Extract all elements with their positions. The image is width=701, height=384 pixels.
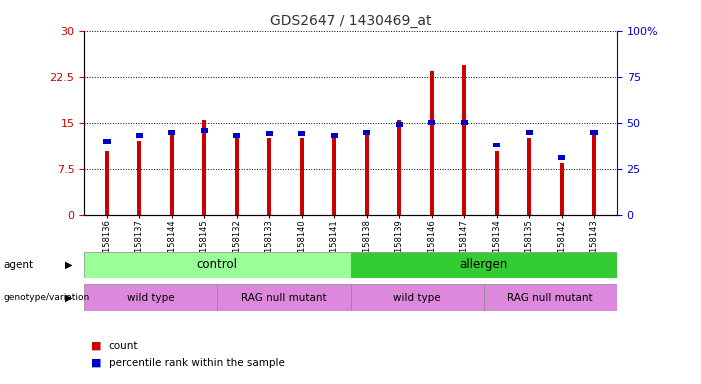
Text: RAG null mutant: RAG null mutant bbox=[508, 293, 593, 303]
Text: ▶: ▶ bbox=[65, 260, 72, 270]
Bar bbox=[331, 133, 338, 138]
Text: agent: agent bbox=[4, 260, 34, 270]
Bar bbox=[365, 132, 369, 215]
Text: RAG null mutant: RAG null mutant bbox=[241, 293, 327, 303]
Text: percentile rank within the sample: percentile rank within the sample bbox=[109, 358, 285, 368]
Bar bbox=[84, 284, 217, 311]
Text: wild type: wild type bbox=[127, 293, 175, 303]
Bar bbox=[203, 120, 206, 215]
Text: ▶: ▶ bbox=[65, 293, 72, 303]
Title: GDS2647 / 1430469_at: GDS2647 / 1430469_at bbox=[270, 14, 431, 28]
Text: allergen: allergen bbox=[460, 258, 508, 271]
Bar bbox=[103, 139, 111, 144]
Text: wild type: wild type bbox=[393, 293, 441, 303]
Bar bbox=[462, 65, 466, 215]
Bar bbox=[495, 151, 498, 215]
Text: count: count bbox=[109, 341, 138, 351]
Bar bbox=[235, 138, 239, 215]
Bar bbox=[233, 133, 240, 138]
Bar bbox=[266, 131, 273, 136]
Bar bbox=[428, 121, 435, 125]
Bar bbox=[526, 130, 533, 134]
Bar bbox=[461, 121, 468, 125]
Bar bbox=[332, 135, 336, 215]
Bar bbox=[200, 128, 208, 133]
Bar bbox=[590, 130, 598, 134]
Bar bbox=[363, 130, 370, 134]
Text: ■: ■ bbox=[91, 341, 102, 351]
Bar bbox=[267, 138, 271, 215]
Bar bbox=[217, 284, 350, 311]
Bar bbox=[430, 71, 434, 215]
Bar bbox=[300, 138, 304, 215]
Text: genotype/variation: genotype/variation bbox=[4, 293, 90, 302]
Bar bbox=[527, 138, 531, 215]
Bar bbox=[137, 141, 142, 215]
Bar bbox=[558, 156, 565, 161]
Bar bbox=[298, 131, 306, 136]
Bar bbox=[350, 252, 617, 278]
Bar bbox=[559, 163, 564, 215]
Bar bbox=[105, 151, 109, 215]
Text: control: control bbox=[197, 258, 238, 271]
Bar bbox=[592, 132, 596, 215]
Bar bbox=[168, 130, 175, 134]
Bar bbox=[397, 120, 401, 215]
Bar bbox=[84, 252, 350, 278]
Bar bbox=[350, 284, 484, 311]
Text: ■: ■ bbox=[91, 358, 102, 368]
Bar bbox=[484, 284, 617, 311]
Bar bbox=[136, 133, 143, 138]
Bar bbox=[170, 132, 174, 215]
Bar bbox=[493, 142, 501, 147]
Bar bbox=[395, 122, 403, 127]
